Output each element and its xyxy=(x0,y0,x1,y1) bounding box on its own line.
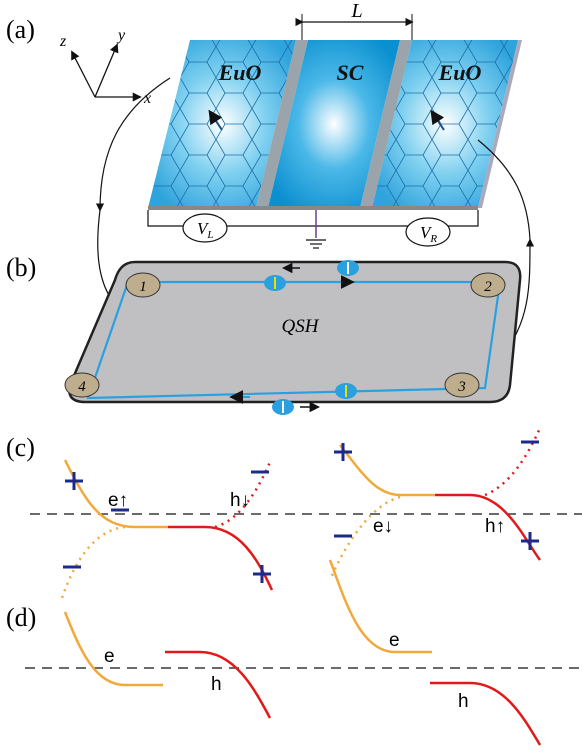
contact-label: 1 xyxy=(139,279,147,295)
qsh-sample xyxy=(65,260,520,415)
branch-label: h↑ xyxy=(485,516,505,537)
panel-label: (c) xyxy=(6,433,35,462)
contact-label: 3 xyxy=(457,379,466,395)
contact-label: 4 xyxy=(78,379,86,395)
layer-label: EuO xyxy=(438,60,482,85)
branch-label: h xyxy=(211,674,222,695)
voltage-sub: R xyxy=(429,233,437,245)
branch-label: e↓ xyxy=(373,516,393,537)
qsh-label: QSH xyxy=(282,316,320,337)
length-label: L xyxy=(350,0,362,22)
axes xyxy=(72,45,140,97)
branch-label: h↓ xyxy=(230,490,250,511)
branch-label: e xyxy=(104,646,115,667)
panel-label: (d) xyxy=(6,603,36,632)
panel-label: (a) xyxy=(6,15,35,44)
device xyxy=(148,14,522,248)
axis-label: z xyxy=(59,33,67,50)
axis-label: y xyxy=(116,27,126,44)
band-curves xyxy=(30,428,582,598)
contact-label: 2 xyxy=(484,279,492,295)
layer-label: EuO xyxy=(218,60,262,85)
figure: (a) (b) (c) (d) x y z L EuO SC EuO VL VR… xyxy=(0,0,582,755)
wire xyxy=(98,210,112,300)
layer-label: SC xyxy=(337,60,364,85)
panel-label: (b) xyxy=(6,253,36,282)
voltage-sub: L xyxy=(206,229,213,241)
branch-label: e↑ xyxy=(108,490,128,511)
branch-label: e xyxy=(389,630,400,651)
branch-label: h xyxy=(458,691,469,712)
